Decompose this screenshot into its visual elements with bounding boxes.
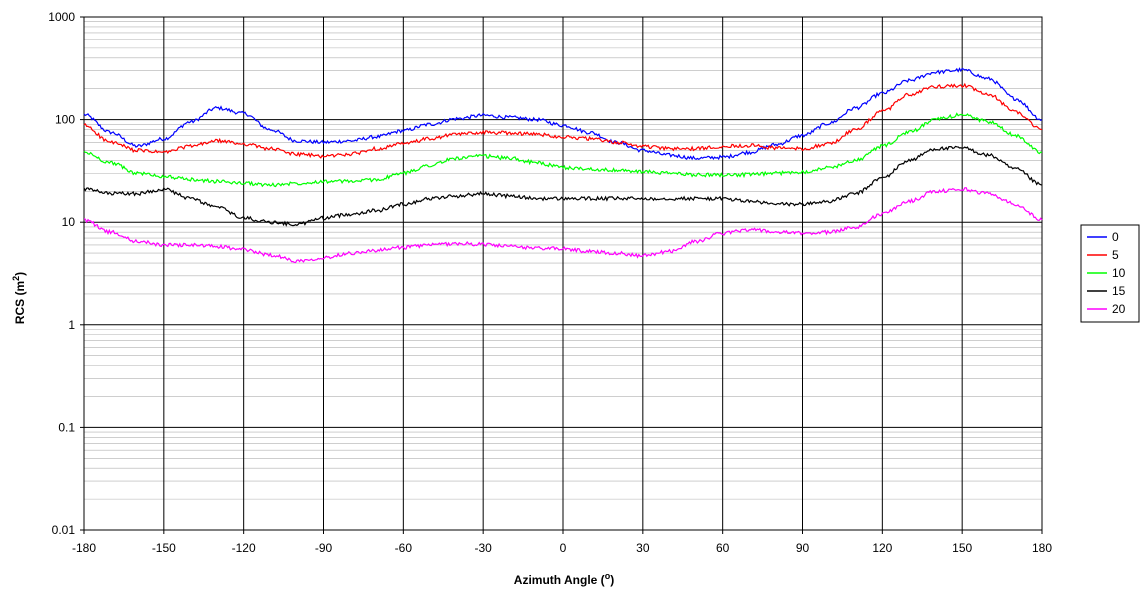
x-tick-label: 150: [952, 541, 972, 555]
x-tick-label: 60: [716, 541, 730, 555]
series-line-5: [83, 82, 1043, 159]
x-tick-label: -60: [395, 541, 413, 555]
x-tick-label: -90: [315, 541, 333, 555]
x-tick-label: -180: [72, 541, 96, 555]
x-axis-title: Azimuth Angle (o): [514, 571, 614, 587]
y-tick-label: 0.01: [52, 523, 76, 537]
x-tick-label: 0: [560, 541, 567, 555]
x-tick-label: 90: [796, 541, 810, 555]
x-tick-label: -120: [232, 541, 256, 555]
y-axis-title: RCS (m2): [11, 272, 27, 324]
plot-area-frame: [83, 16, 1043, 531]
x-tick-labels: -180 -150 -120 -90 -60 -30 0 30 60 90 120 150 180: [72, 541, 1052, 555]
series-line-15: [83, 145, 1043, 227]
y-tick-label: 100: [55, 113, 75, 127]
legend-label-5: 5: [1112, 248, 1119, 262]
y-tick-label: 0.1: [58, 420, 75, 434]
legend: 0 5 10 15 20: [1080, 224, 1140, 323]
x-tick-label: 30: [636, 541, 650, 555]
y-tick-label: 1: [68, 318, 75, 332]
legend-label-20: 20: [1112, 302, 1126, 316]
x-tick-label: 180: [1032, 541, 1052, 555]
series-line-10: [83, 112, 1043, 188]
y-tick-label: 10: [62, 215, 76, 229]
x-tick-label: 120: [872, 541, 892, 555]
major-gridlines: [80, 16, 1043, 534]
legend-label-15: 15: [1112, 284, 1126, 298]
x-tick-label: -150: [152, 541, 176, 555]
legend-label-0: 0: [1112, 230, 1119, 244]
y-tick-label: 1000: [48, 10, 75, 24]
series-line-0: [83, 67, 1043, 161]
series-line-20: [83, 187, 1043, 264]
legend-label-10: 10: [1112, 266, 1126, 280]
x-tick-label: -30: [474, 541, 492, 555]
series-layer: [83, 67, 1043, 264]
y-tick-labels: 0.01 0.1 1 10 100 1000: [48, 10, 75, 537]
